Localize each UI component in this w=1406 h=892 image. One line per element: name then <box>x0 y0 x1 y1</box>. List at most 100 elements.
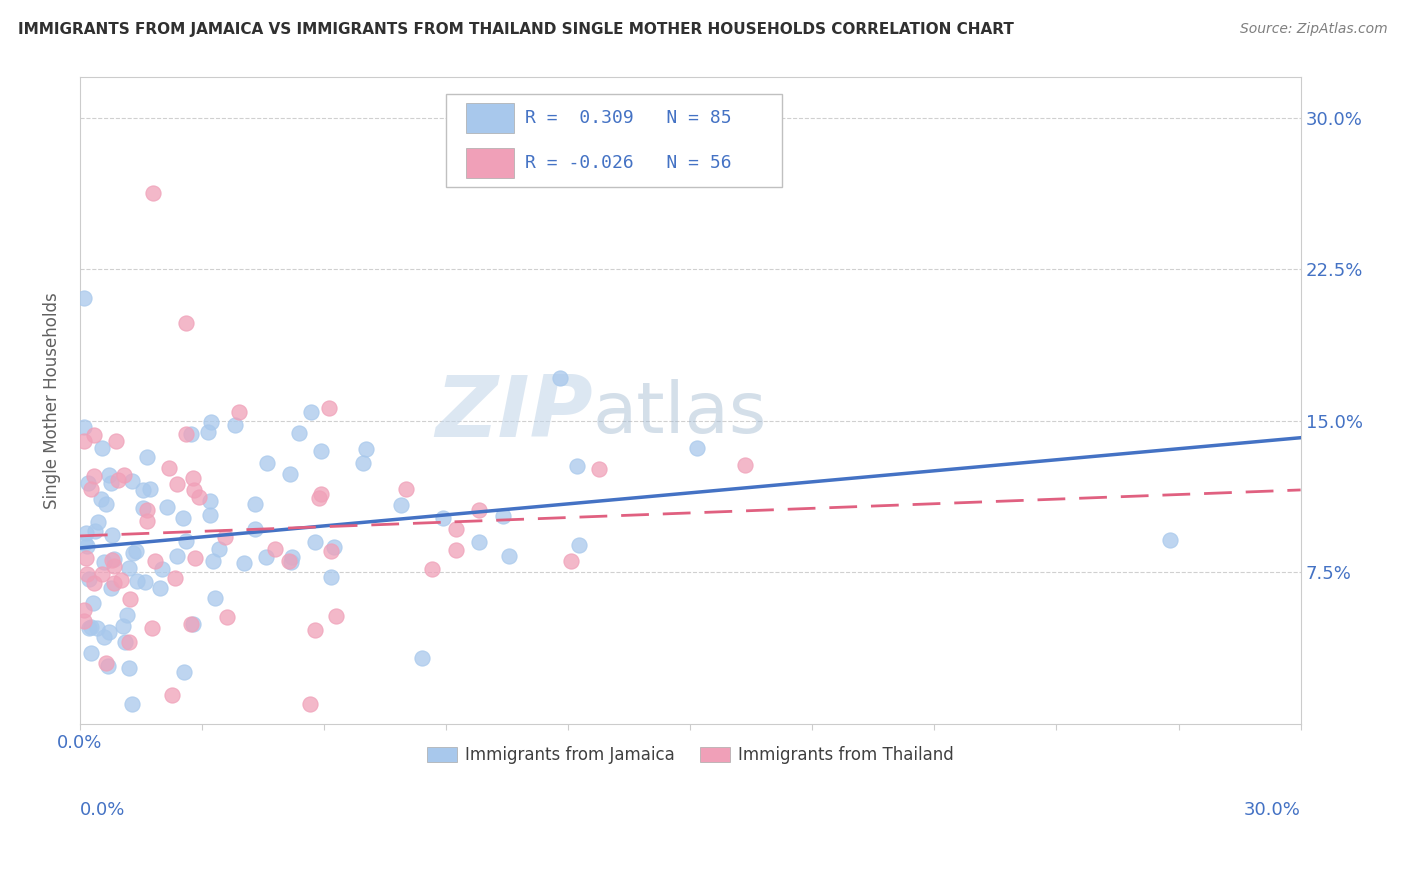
Point <box>686 441 709 455</box>
Point <box>568 538 591 552</box>
Point <box>278 467 301 481</box>
Point <box>319 543 342 558</box>
Point <box>118 635 141 649</box>
Point <box>97 467 120 482</box>
Point <box>446 522 468 536</box>
Point <box>420 562 443 576</box>
Point <box>94 657 117 671</box>
Point <box>87 515 110 529</box>
Point <box>299 405 322 419</box>
Text: Source: ZipAtlas.com: Source: ZipAtlas.com <box>1240 22 1388 37</box>
Point <box>73 291 96 305</box>
Point <box>121 697 143 711</box>
Point <box>389 498 412 512</box>
Point <box>243 523 266 537</box>
Point <box>734 458 756 472</box>
Point <box>323 541 346 555</box>
Point <box>100 476 122 491</box>
Point <box>83 468 105 483</box>
Point <box>180 426 202 441</box>
Point <box>157 461 180 475</box>
Point <box>125 544 148 558</box>
Point <box>308 491 330 506</box>
FancyBboxPatch shape <box>446 94 782 187</box>
Point <box>217 609 239 624</box>
Point <box>114 635 136 649</box>
Point <box>288 425 311 440</box>
Point <box>76 539 98 553</box>
Text: atlas: atlas <box>592 379 766 448</box>
Point <box>321 570 343 584</box>
Point <box>91 566 114 581</box>
Point <box>132 500 155 515</box>
Point <box>73 603 96 617</box>
Point <box>309 487 332 501</box>
Point <box>184 550 207 565</box>
Point <box>173 665 195 680</box>
Point <box>352 456 374 470</box>
Point <box>101 552 124 566</box>
Point <box>73 434 96 449</box>
Point <box>132 483 155 497</box>
Point <box>120 591 142 606</box>
Point <box>118 661 141 675</box>
Point <box>256 456 278 470</box>
Point <box>183 471 205 485</box>
Point <box>77 621 100 635</box>
Point <box>395 482 418 496</box>
Point <box>122 546 145 560</box>
Text: ZIP: ZIP <box>434 372 592 455</box>
Point <box>432 510 454 524</box>
Point <box>98 625 121 640</box>
Point <box>304 535 326 549</box>
Point <box>100 581 122 595</box>
Point <box>204 591 226 606</box>
Point <box>107 473 129 487</box>
Point <box>93 555 115 569</box>
Point <box>160 688 183 702</box>
Point <box>174 316 197 330</box>
Point <box>90 441 112 455</box>
Text: IMMIGRANTS FROM JAMAICA VS IMMIGRANTS FROM THAILAND SINGLE MOTHER HOUSEHOLDS COR: IMMIGRANTS FROM JAMAICA VS IMMIGRANTS FR… <box>18 22 1014 37</box>
Point <box>93 630 115 644</box>
Point <box>245 497 267 511</box>
Point <box>498 549 520 563</box>
Point <box>80 483 103 497</box>
Point <box>73 536 96 550</box>
Point <box>97 658 120 673</box>
Point <box>166 549 188 564</box>
Point <box>73 614 96 628</box>
Point <box>145 554 167 568</box>
Point <box>166 476 188 491</box>
Point <box>155 500 177 514</box>
Point <box>77 476 100 491</box>
Point <box>281 550 304 565</box>
Point <box>118 561 141 575</box>
Legend: Immigrants from Jamaica, Immigrants from Thailand: Immigrants from Jamaica, Immigrants from… <box>420 739 960 771</box>
Point <box>136 502 159 516</box>
Point <box>588 461 610 475</box>
Point <box>103 552 125 566</box>
Point <box>82 596 104 610</box>
Point <box>83 576 105 591</box>
Point <box>309 444 332 458</box>
Point <box>110 573 132 587</box>
Point <box>298 697 321 711</box>
Point <box>224 417 246 432</box>
Point <box>200 415 222 429</box>
Point <box>187 491 209 505</box>
Point <box>76 567 98 582</box>
Point <box>86 621 108 635</box>
Point <box>567 459 589 474</box>
Point <box>356 442 378 456</box>
Text: R = -0.026   N = 56: R = -0.026 N = 56 <box>526 154 733 172</box>
Point <box>172 511 194 525</box>
Point <box>104 434 127 449</box>
Point <box>264 541 287 556</box>
Point <box>80 647 103 661</box>
Point <box>174 427 197 442</box>
Point <box>446 543 468 558</box>
Point <box>198 494 221 508</box>
Point <box>181 617 204 632</box>
Point <box>202 554 225 568</box>
